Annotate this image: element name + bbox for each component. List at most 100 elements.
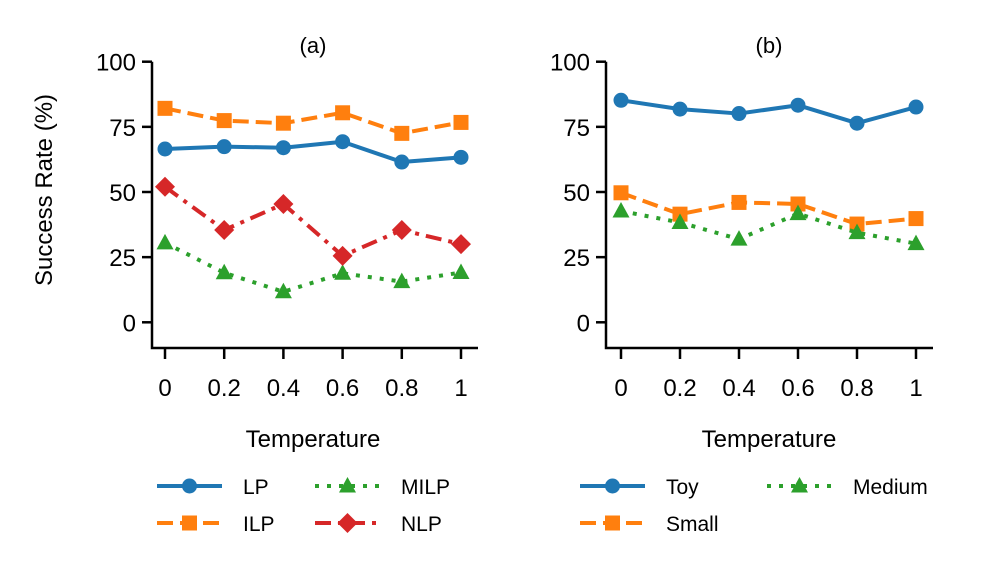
series-medium-point: [848, 223, 866, 240]
panel-b-x-tick-label: 0.2: [663, 375, 696, 402]
legend-ilp-label: ILP: [243, 513, 275, 536]
legend-milp-label: MILP: [401, 476, 450, 499]
panel-b-legend: Toy Small Medium: [580, 476, 928, 536]
panel-b-x-tick-label: 0.4: [722, 375, 755, 402]
series-milp-point: [156, 233, 174, 250]
series-ilp-line: [164, 106, 462, 136]
series-lp-line: [164, 139, 462, 165]
series-toy-point: [849, 115, 865, 131]
legend-ilp-marker: [182, 515, 197, 531]
legend-item-small: Small: [580, 513, 719, 536]
panel-a-y-tick-label: 100: [96, 50, 136, 77]
series-toy-line: [620, 98, 917, 126]
legend-small-label: Small: [666, 513, 719, 536]
panel-b-title: (b): [756, 33, 783, 58]
series-medium-line: [620, 209, 917, 246]
series-medium-point: [730, 230, 748, 246]
series-toy: [613, 92, 924, 131]
panel-a-x-tick-label: 0.4: [267, 375, 300, 402]
panel-b-x-tick-label: 0.6: [781, 375, 814, 402]
panel-b-y-tick-label: 75: [563, 115, 590, 142]
series-lp-point: [453, 149, 469, 165]
legend-item-milp: MILP: [315, 476, 450, 499]
series-toy-point: [790, 97, 806, 113]
panel-a-x-tick-label: 0.6: [326, 375, 359, 402]
series-milp-point: [334, 264, 352, 280]
panel-b-y-tick-label: 25: [563, 245, 590, 272]
series-toy-point: [672, 101, 688, 117]
legend-item-nlp: NLP: [315, 513, 442, 536]
series-lp-point: [335, 134, 351, 150]
series-lp: [157, 134, 469, 170]
series-milp-point: [274, 282, 292, 299]
panel-a-x-tick-label: 1: [454, 375, 467, 402]
panel-a-axes: [150, 61, 478, 350]
y-axis-label: Success Rate (%): [31, 94, 58, 286]
panel-a-y-tick-label: 75: [109, 115, 136, 142]
series-lp-point: [216, 139, 232, 155]
series-toy-point: [908, 99, 924, 115]
series-medium: [612, 202, 925, 251]
series-small-point: [613, 185, 629, 201]
panel-a-x-axis-label: Temperature: [246, 426, 381, 453]
series-medium-point: [789, 204, 807, 221]
panel-a-title: (a): [300, 33, 327, 58]
series-small-point: [790, 196, 806, 212]
series-toy-point: [731, 106, 747, 122]
panel-a-x-tick-label: 0: [158, 375, 171, 402]
legend-milp-marker: [339, 477, 356, 493]
legend-item-lp: LP: [157, 476, 269, 499]
panel-a-legend: LP ILP MILP NLP: [157, 476, 450, 536]
series-small-point: [908, 211, 924, 227]
series-nlp: [155, 176, 471, 266]
series-ilp-point: [275, 115, 291, 131]
series-toy-point: [613, 92, 629, 108]
series-ilp: [157, 100, 469, 141]
series-ilp-point: [335, 105, 351, 121]
series-ilp-point: [394, 125, 410, 141]
panel-a-y-tick-label: 25: [109, 245, 136, 272]
series-nlp-point: [451, 234, 471, 255]
series-small: [613, 185, 924, 232]
series-milp-point: [393, 272, 411, 289]
series-milp-point: [452, 263, 470, 280]
legend-medium-label: Medium: [853, 476, 928, 499]
series-nlp-point: [155, 176, 175, 197]
series-milp-point: [215, 263, 233, 280]
series-small-line: [620, 190, 917, 227]
legend-medium-marker: [791, 477, 808, 493]
panel-a-y-tick-label: 50: [109, 180, 136, 207]
panel-a-y-tick-label: 0: [123, 310, 136, 337]
panel-b-axes: [604, 61, 933, 350]
series-nlp-point: [214, 220, 235, 241]
legend-nlp-marker: [337, 513, 358, 533]
panel-b-x-axis-label: Temperature: [702, 426, 837, 453]
panel-a-series: [155, 100, 471, 299]
series-ilp-point: [453, 114, 469, 130]
legend-lp-marker: [182, 478, 197, 494]
panel-b-ticks: 0 25 50 75 100 0 0.2 0.4 0.6 0.8 1: [550, 50, 933, 402]
panel-b: (b) Temperature 0 25 50 75 100 0 0.2 0.4 0.6 0.8 1…: [550, 33, 933, 536]
panel-b-y-tick-label: 0: [577, 310, 590, 337]
legend-nlp-label: NLP: [401, 513, 442, 536]
panel-b-series: [612, 92, 925, 251]
legend-toy-marker: [605, 478, 620, 494]
series-nlp-point: [273, 193, 294, 214]
series-nlp-point: [391, 220, 412, 241]
panel-b-x-tick-label: 0.8: [840, 375, 873, 402]
panel-b-y-tick-label: 100: [550, 50, 590, 77]
panel-b-x-tick-label: 0: [614, 375, 627, 402]
series-ilp-point: [157, 100, 173, 116]
series-lp-point: [394, 154, 410, 170]
series-milp: [156, 233, 470, 299]
panel-a-ticks: 0 25 50 75 100 0 0.2 0.4 0.6 0.8 1: [96, 50, 478, 402]
series-medium-point: [612, 202, 630, 218]
panel-a: Success Rate (%) (a) Temperature 0 25 50 75…: [31, 33, 478, 536]
panel-b-y-tick-label: 50: [563, 180, 590, 207]
series-ilp-point: [216, 113, 232, 129]
series-medium-point: [671, 213, 689, 229]
legend-small-marker: [605, 515, 620, 531]
series-lp-point: [157, 141, 173, 157]
legend-item-medium: Medium: [767, 476, 928, 499]
panel-b-x-tick-label: 1: [909, 375, 922, 402]
